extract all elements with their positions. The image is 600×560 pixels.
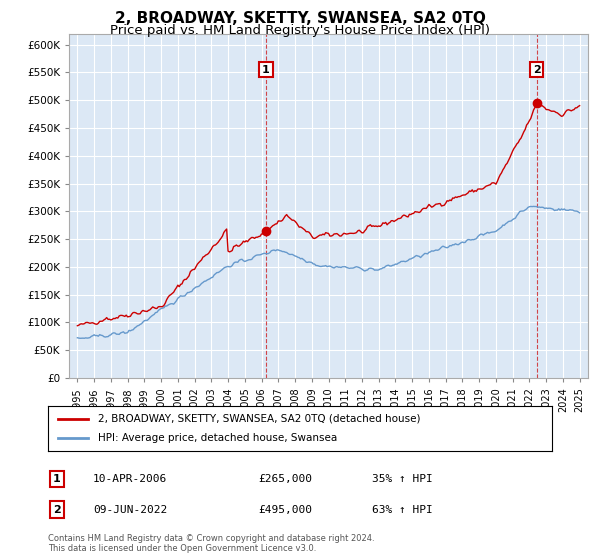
Text: £265,000: £265,000: [258, 474, 312, 484]
Text: 09-JUN-2022: 09-JUN-2022: [93, 505, 167, 515]
Text: 63% ↑ HPI: 63% ↑ HPI: [372, 505, 433, 515]
Text: 2: 2: [53, 505, 61, 515]
Text: HPI: Average price, detached house, Swansea: HPI: Average price, detached house, Swan…: [98, 433, 338, 444]
Text: £495,000: £495,000: [258, 505, 312, 515]
Text: 10-APR-2006: 10-APR-2006: [93, 474, 167, 484]
Text: 1: 1: [262, 65, 270, 74]
Text: Price paid vs. HM Land Registry's House Price Index (HPI): Price paid vs. HM Land Registry's House …: [110, 24, 490, 36]
Text: 2: 2: [533, 65, 541, 74]
Text: 1: 1: [53, 474, 61, 484]
Text: 35% ↑ HPI: 35% ↑ HPI: [372, 474, 433, 484]
Text: 2, BROADWAY, SKETTY, SWANSEA, SA2 0TQ: 2, BROADWAY, SKETTY, SWANSEA, SA2 0TQ: [115, 11, 485, 26]
Text: 2, BROADWAY, SKETTY, SWANSEA, SA2 0TQ (detached house): 2, BROADWAY, SKETTY, SWANSEA, SA2 0TQ (d…: [98, 413, 421, 423]
Text: Contains HM Land Registry data © Crown copyright and database right 2024.
This d: Contains HM Land Registry data © Crown c…: [48, 534, 374, 553]
